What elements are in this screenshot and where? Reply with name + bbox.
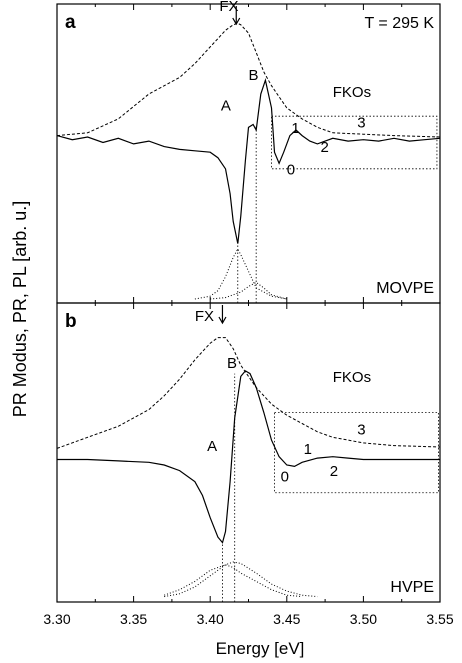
series-b-fit bbox=[164, 561, 318, 598]
panel-a: FX A B FKOs 0 1 2 3 a MOVPE T = 295 K bbox=[56, 0, 441, 304]
sample-label: MOVPE bbox=[376, 280, 434, 297]
x-tick-label: 3.55 bbox=[426, 611, 453, 627]
annotation-label: 3 bbox=[357, 422, 365, 439]
annotation-label: FKOs bbox=[333, 369, 371, 386]
fx-arrow-head bbox=[218, 316, 227, 325]
series-pr bbox=[57, 370, 440, 544]
annotation-label: 3 bbox=[357, 114, 365, 131]
fko-box bbox=[271, 115, 438, 170]
annotation-label: 2 bbox=[321, 139, 329, 156]
x-tick-label: 3.45 bbox=[273, 611, 300, 627]
annotation-label: 2 bbox=[330, 463, 338, 480]
y-axis-label: PR Modus, PR, PL [arb. u.] bbox=[10, 201, 30, 417]
panel-label: b bbox=[65, 311, 77, 332]
fx-arrow-head bbox=[232, 17, 241, 26]
series-pl bbox=[56, 337, 441, 449]
annotation-label: FKOs bbox=[333, 84, 371, 101]
temperature-label: T = 295 K bbox=[364, 15, 434, 32]
annotation-label: B bbox=[249, 67, 259, 84]
fko-box bbox=[274, 412, 439, 494]
series-a-fit bbox=[164, 564, 303, 598]
series-pl bbox=[56, 22, 441, 138]
annotation-label: B bbox=[227, 355, 237, 372]
annotation-label: 0 bbox=[281, 469, 289, 486]
panel-label: a bbox=[65, 12, 76, 33]
x-tick-label: 3.50 bbox=[350, 611, 377, 627]
series-pr bbox=[56, 77, 441, 244]
x-tick-label: 3.30 bbox=[43, 611, 70, 627]
annotation-label: A bbox=[221, 98, 231, 115]
sample-label: HVPE bbox=[390, 579, 434, 596]
x-tick-labels: 3.30 3.35 3.40 3.45 3.50 3.55 bbox=[43, 611, 453, 627]
annotation-label: 0 bbox=[287, 161, 295, 178]
panel-frame bbox=[56, 302, 441, 603]
x-tick-label: 3.35 bbox=[120, 611, 147, 627]
annotation-label: FX bbox=[195, 308, 214, 325]
series-b-fit bbox=[210, 281, 287, 300]
x-axis-label: Energy [eV] bbox=[216, 639, 305, 658]
panel-frame bbox=[56, 3, 441, 304]
panel-b: FX A B FKOs 01 2 3 b HVPE bbox=[56, 302, 441, 603]
annotation-label: 1 bbox=[304, 441, 312, 458]
annotation-label: FX bbox=[219, 0, 238, 15]
series-a-fit bbox=[194, 248, 287, 300]
annotation-label: A bbox=[207, 438, 217, 455]
annotation-label: 1 bbox=[291, 120, 299, 137]
x-tick-label: 3.40 bbox=[197, 611, 224, 627]
